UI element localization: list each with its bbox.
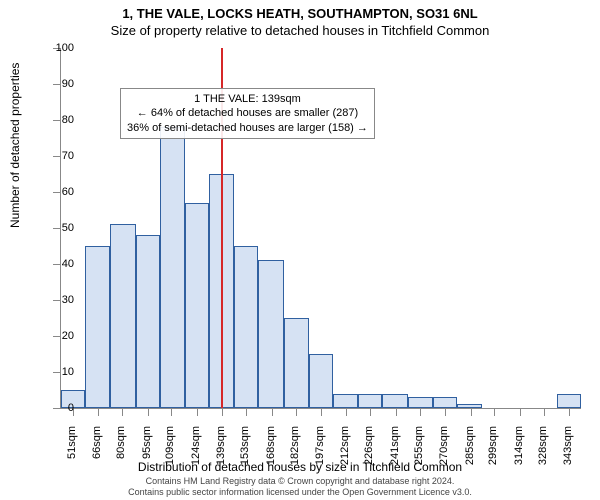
histogram-bar bbox=[408, 397, 433, 408]
x-tick bbox=[246, 408, 247, 416]
x-tick bbox=[296, 408, 297, 416]
x-tick-label: 168sqm bbox=[265, 426, 277, 474]
x-tick bbox=[197, 408, 198, 416]
histogram-bar bbox=[358, 394, 382, 408]
y-axis-label: Number of detached properties bbox=[8, 63, 22, 228]
annotation-line-property: 1 THE VALE: 139sqm bbox=[127, 92, 368, 106]
x-tick-label: 328sqm bbox=[537, 426, 549, 474]
footer-attribution: Contains HM Land Registry data © Crown c… bbox=[0, 476, 600, 498]
y-tick-label: 30 bbox=[34, 294, 74, 306]
x-tick-label: 226sqm bbox=[363, 426, 375, 474]
annotation-line-smaller: ← 64% of detached houses are smaller (28… bbox=[127, 106, 368, 120]
x-tick-label: 285sqm bbox=[464, 426, 476, 474]
chart-area: 1 THE VALE: 139sqm ← 64% of detached hou… bbox=[60, 48, 580, 408]
histogram-bar bbox=[234, 246, 258, 408]
footer-line2: Contains public sector information licen… bbox=[0, 487, 600, 498]
x-tick-label: 51sqm bbox=[66, 426, 78, 474]
x-tick-label: 241sqm bbox=[389, 426, 401, 474]
x-tick-label: 124sqm bbox=[190, 426, 202, 474]
x-tick bbox=[471, 408, 472, 416]
histogram-bar bbox=[85, 246, 110, 408]
histogram-bar bbox=[258, 260, 283, 408]
x-tick bbox=[321, 408, 322, 416]
x-tick bbox=[346, 408, 347, 416]
histogram-bar bbox=[284, 318, 309, 408]
y-tick-label: 80 bbox=[34, 114, 74, 126]
annotation-line-larger: 36% of semi-detached houses are larger (… bbox=[127, 121, 368, 135]
x-tick-label: 343sqm bbox=[562, 426, 574, 474]
histogram-bar bbox=[333, 394, 358, 408]
chart-subtitle: Size of property relative to detached ho… bbox=[0, 21, 600, 38]
chart-title-address: 1, THE VALE, LOCKS HEATH, SOUTHAMPTON, S… bbox=[0, 0, 600, 21]
x-tick bbox=[272, 408, 273, 416]
histogram-bar bbox=[136, 235, 160, 408]
x-tick bbox=[396, 408, 397, 416]
x-tick bbox=[122, 408, 123, 416]
y-tick-label: 100 bbox=[34, 42, 74, 54]
x-tick bbox=[148, 408, 149, 416]
x-tick-label: 153sqm bbox=[239, 426, 251, 474]
x-tick bbox=[445, 408, 446, 416]
y-tick-label: 20 bbox=[34, 330, 74, 342]
x-tick bbox=[494, 408, 495, 416]
x-tick-label: 80sqm bbox=[115, 426, 127, 474]
x-tick bbox=[222, 408, 223, 416]
y-tick-label: 70 bbox=[34, 150, 74, 162]
annotation-box: 1 THE VALE: 139sqm ← 64% of detached hou… bbox=[120, 88, 375, 139]
x-tick-label: 314sqm bbox=[513, 426, 525, 474]
x-tick-label: 212sqm bbox=[339, 426, 351, 474]
histogram-bar bbox=[557, 394, 581, 408]
y-tick-label: 10 bbox=[34, 366, 74, 378]
x-tick bbox=[520, 408, 521, 416]
x-tick bbox=[98, 408, 99, 416]
x-tick-label: 182sqm bbox=[289, 426, 301, 474]
x-tick-label: 255sqm bbox=[413, 426, 425, 474]
footer-line1: Contains HM Land Registry data © Crown c… bbox=[0, 476, 600, 487]
y-tick-label: 0 bbox=[34, 402, 74, 414]
x-tick bbox=[420, 408, 421, 416]
x-tick bbox=[544, 408, 545, 416]
y-tick-label: 60 bbox=[34, 186, 74, 198]
x-tick-label: 197sqm bbox=[314, 426, 326, 474]
x-tick-label: 66sqm bbox=[91, 426, 103, 474]
x-tick bbox=[569, 408, 570, 416]
x-tick bbox=[171, 408, 172, 416]
x-tick-label: 95sqm bbox=[141, 426, 153, 474]
histogram-bar bbox=[382, 394, 407, 408]
histogram-bar bbox=[160, 127, 185, 408]
histogram-bar bbox=[110, 224, 135, 408]
y-tick-label: 40 bbox=[34, 258, 74, 270]
histogram-bar bbox=[309, 354, 333, 408]
y-tick-label: 90 bbox=[34, 78, 74, 90]
y-tick-label: 50 bbox=[34, 222, 74, 234]
x-tick-label: 299sqm bbox=[487, 426, 499, 474]
x-tick-label: 109sqm bbox=[164, 426, 176, 474]
x-tick-label: 270sqm bbox=[438, 426, 450, 474]
histogram-bar bbox=[185, 203, 209, 408]
histogram-bar bbox=[433, 397, 457, 408]
x-tick bbox=[370, 408, 371, 416]
x-tick-label: 139sqm bbox=[215, 426, 227, 474]
